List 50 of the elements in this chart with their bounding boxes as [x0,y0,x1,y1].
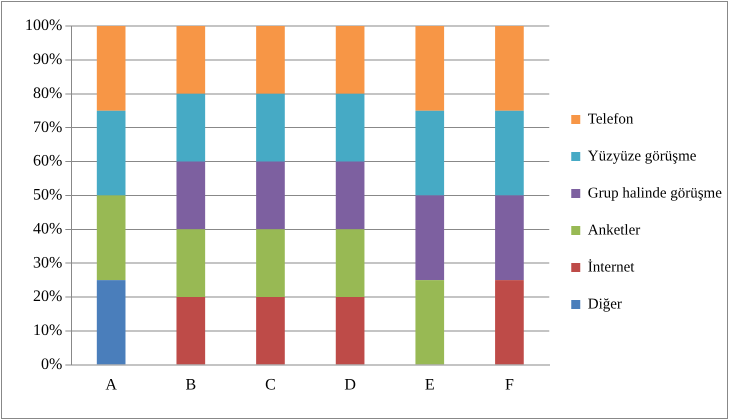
x-tick-label: B [185,376,196,394]
bar [176,162,206,230]
x-tick-label: C [265,376,276,394]
bar [96,26,126,111]
y-tick-label: 10% [33,322,62,340]
bar [176,26,206,94]
bar [495,280,524,364]
bar [415,280,444,364]
y-tick-label: 30% [33,254,62,272]
x-tick-label: D [344,376,356,394]
y-tick-label: 50% [33,186,62,204]
bar [336,297,364,364]
bar [415,26,444,111]
bar [495,110,524,196]
y-tick-label: 0% [41,356,62,374]
bar [256,229,285,298]
bar [256,94,285,162]
x-tick-label: E [424,376,435,394]
bar [415,195,444,280]
legend-label: Anketler [588,222,640,238]
x-tick-label: F [504,376,514,394]
bar [336,229,364,298]
bar [256,297,285,364]
legend-label: Telefon [588,111,634,128]
legend-label: Yüzyüze görüşme [588,148,697,164]
bar [336,94,364,162]
x-tick-label: A [105,376,118,394]
bar [96,195,126,280]
legend-label: Diğer [588,296,622,312]
bar [96,110,126,196]
y-tick-label: 40% [33,220,62,238]
bar [256,26,285,94]
y-tick-label: 90% [33,51,62,68]
bar [336,162,364,230]
bar [176,297,206,364]
y-tick-label: 80% [33,84,62,102]
legend-label: İnternet [588,258,636,276]
y-tick-label: 20% [33,288,62,306]
bar [96,280,126,364]
bar [256,162,285,230]
y-tick-label: 100% [25,17,62,34]
bar [176,229,206,298]
bar [176,94,206,162]
y-tick-label: 60% [33,152,62,170]
bar [495,195,524,280]
bar [415,110,444,196]
bar [336,26,364,94]
bar [495,26,524,111]
legend-label: Grup halinde görüşme [588,185,722,202]
y-tick-label: 70% [33,118,62,136]
